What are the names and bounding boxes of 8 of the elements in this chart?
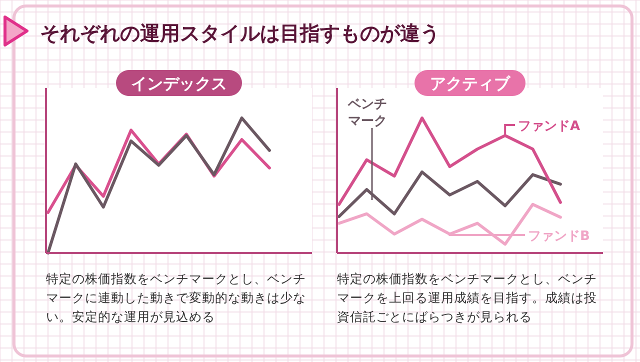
chart-title: それぞれの運用スタイルは目指すものが違う [40,21,440,45]
text: 特定の株価指数をベンチマークとし、ベンチマークを上回る運用成績を目指す。成績は投資信託ごとにばらつきが見られる [337,271,597,324]
series-label: ファンドB [528,229,590,244]
chart-subtitle: インデックス [131,74,227,93]
text: 特定の株価指数をベンチマークとし、ベンチマークに連動した動きで変動的な動きは少ない。安定的な運用が見込める [46,271,306,324]
text: ベンチマーク [347,97,387,129]
chart-subtitle: アクティブ [430,74,511,93]
legend-label: ファンドA [518,119,580,134]
